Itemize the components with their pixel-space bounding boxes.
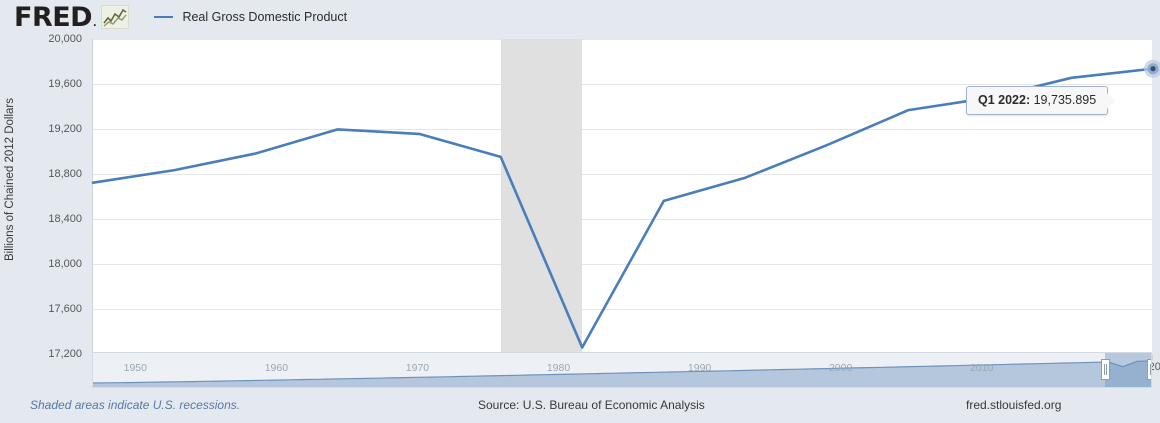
y-axis-tick-label: 19,600 [48, 78, 82, 90]
legend-series-label: Real Gross Domestic Product [182, 10, 348, 24]
navigator-year-label: 1960 [264, 362, 289, 374]
y-axis-tick-labels: 20,000 19,600 19,200 18,800 18,400 18,000 17,6… [20, 33, 86, 360]
navigator-year-label: 1970 [405, 362, 430, 374]
y-axis-tick-label: 17,200 [48, 348, 82, 360]
fred-wordmark: FRED [14, 1, 93, 33]
gridline [93, 174, 1153, 175]
chart-legend[interactable]: Real Gross Domestic Product [154, 10, 347, 24]
y-axis-tick-label: 18,800 [48, 168, 82, 180]
legend-line-swatch [154, 16, 174, 18]
fred-logo-dot: . [93, 14, 97, 29]
navigator-year-label: 1990 [687, 362, 712, 374]
y-axis-tick-label: 18,400 [48, 213, 82, 225]
y-axis-tick-label: 17,600 [48, 303, 82, 315]
gridline [93, 39, 1153, 40]
range-end-handle[interactable] [1146, 359, 1151, 380]
line-chart-icon [101, 5, 130, 29]
navigator-area-series [93, 360, 1151, 387]
navigator-year-label: 2000 [828, 362, 853, 374]
highlighted-data-point [1144, 59, 1160, 78]
navigator-year-label: 1950 [123, 362, 147, 374]
gridline [93, 309, 1153, 310]
tooltip-date-label: Q1 2022: [978, 93, 1031, 107]
y-axis-tick-label: 20,000 [48, 33, 82, 45]
y-axis-tick-label: 18,000 [48, 258, 82, 270]
range-navigator[interactable]: 1950 1960 1970 1980 1990 2000 2010 [92, 352, 1152, 388]
chart-header: FRED . Real Gross Domestic Product [0, 0, 1160, 34]
gridline [93, 219, 1153, 220]
y-axis-tick-label: 19,200 [48, 123, 82, 135]
gridline [93, 129, 1153, 130]
tooltip-value-label: 19,735.895 [1033, 93, 1097, 107]
range-start-handle[interactable] [1100, 359, 1110, 380]
site-url-label: fred.stlouisfed.org [966, 398, 1062, 412]
chart-footer: Shaded areas indicate U.S. recessions. S… [0, 392, 1160, 423]
source-note: Source: U.S. Bureau of Economic Analysis [478, 398, 705, 412]
navigator-year-label: 1980 [546, 362, 571, 374]
fred-logo[interactable]: FRED . [14, 1, 130, 33]
gridline [93, 264, 1153, 265]
tooltip-arrow [1107, 92, 1116, 109]
navigator-selected-range[interactable] [1105, 353, 1151, 387]
data-point-tooltip: Q1 2022: 19,735.895 [966, 86, 1117, 115]
recession-note: Shaded areas indicate U.S. recessions. [30, 398, 241, 412]
recession-shaded-band [500, 39, 583, 354]
gridline [93, 84, 1153, 85]
navigator-year-label: 2010 [970, 362, 994, 374]
y-axis-title: Billions of Chained 2012 Dollars [4, 97, 16, 261]
x-axis-tick [1152, 355, 1153, 360]
plot-area: Billions of Chained 2012 Dollars 20,000 1… [0, 33, 1160, 373]
